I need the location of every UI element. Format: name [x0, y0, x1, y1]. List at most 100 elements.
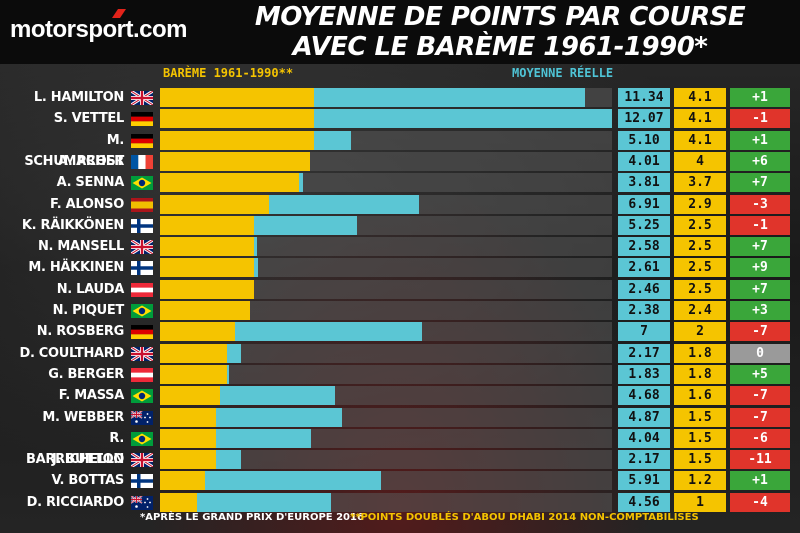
bar-track [160, 237, 612, 257]
rank-change-badge: 0 [730, 343, 790, 363]
flag-br-icon [131, 176, 153, 191]
table-row: M. WEBBER 4.87 1.5 -7 [0, 407, 800, 428]
flag-de-icon [131, 325, 153, 340]
rank-change-badge: +7 [730, 237, 790, 257]
value-moyenne-reelle: 2.46 [618, 279, 670, 299]
bar-bareme [160, 343, 228, 363]
value-moyenne-reelle: 4.56 [618, 492, 670, 512]
value-bareme: 1.5 [674, 450, 726, 470]
value-bareme: 2.5 [674, 237, 726, 257]
value-moyenne-reelle: 4.87 [618, 407, 670, 427]
logo-swoosh-icon [112, 9, 126, 18]
bar-bareme [160, 109, 314, 129]
bar-bareme [160, 151, 310, 171]
rank-change-badge: -1 [730, 215, 790, 235]
value-bareme: 2.5 [674, 215, 726, 235]
rank-change-badge: -6 [730, 428, 790, 448]
flag-at-icon [131, 367, 153, 382]
bar-track [160, 173, 612, 193]
flag-au-icon [130, 409, 153, 425]
driver-name: N. LAUDA [56, 281, 125, 297]
rank-change-badge: +1 [730, 130, 790, 150]
rank-change-badge: +7 [730, 279, 790, 299]
table-row: D. COULTHARD 2.17 1.8 0 [0, 343, 800, 364]
value-moyenne-reelle: 4.68 [618, 386, 670, 406]
value-bareme: 2.5 [674, 258, 726, 278]
table-row: N. MANSELL 2.58 2.5 +7 [0, 236, 800, 257]
value-moyenne-reelle: 4.01 [618, 151, 670, 171]
value-moyenne-reelle: 2.17 [618, 343, 670, 363]
bar-track [160, 109, 612, 129]
driver-name: G. BERGER [48, 366, 124, 382]
bar-track [160, 322, 612, 342]
table-row: A. PROST 4.01 4 +6 [0, 151, 800, 172]
bar-track [160, 151, 612, 171]
bar-track [160, 301, 612, 320]
flag-br-icon [131, 431, 153, 446]
flag-gb-icon [130, 345, 154, 362]
flag-au-icon [130, 495, 153, 510]
driver-name: N. ROSBERG [36, 324, 125, 340]
bar-track [160, 215, 612, 235]
value-moyenne-reelle: 3.81 [618, 173, 670, 193]
bar-bareme [160, 301, 250, 320]
value-moyenne-reelle: 1.83 [618, 364, 670, 384]
rank-change-badge: +6 [730, 151, 790, 171]
value-bareme: 1.6 [674, 386, 726, 406]
table-row: F. MASSA 4.68 1.6 -7 [0, 385, 800, 406]
flag-gb-icon [130, 451, 154, 469]
bar-bareme [160, 130, 314, 150]
flag-de-icon [131, 133, 153, 148]
flag-gb-icon [130, 89, 154, 107]
driver-name: A. PROST [57, 153, 124, 169]
value-bareme: 1.8 [674, 343, 726, 363]
rank-change-badge: -4 [730, 492, 790, 512]
bar-track [160, 343, 612, 363]
value-bareme: 2.5 [674, 279, 726, 299]
table-row: N. PIQUET 2.38 2.4 +3 [0, 300, 800, 321]
rank-change-badge: -3 [730, 194, 790, 214]
value-moyenne-reelle: 2.61 [618, 258, 670, 278]
flag-de-icon [131, 112, 153, 127]
table-row: G. BERGER 1.83 1.8 +5 [0, 364, 800, 385]
value-bareme: 2.4 [674, 301, 726, 320]
bar-track [160, 279, 612, 299]
driver-name: M. WEBBER [42, 409, 124, 425]
rank-change-badge: -1 [730, 109, 790, 129]
value-moyenne-reelle: 5.25 [618, 215, 670, 235]
rank-change-badge: -11 [730, 450, 790, 470]
legend-moyenne-reelle: MOYENNE RÉELLE [512, 66, 614, 80]
table-row: R. BARRICHELLO 4.04 1.5 -6 [0, 428, 800, 467]
driver-name: S. VETTEL [53, 111, 125, 127]
table-row: N. LAUDA 2.46 2.5 +7 [0, 279, 800, 300]
rank-change-badge: -7 [730, 407, 790, 427]
rank-change-badge: +1 [730, 471, 790, 491]
flag-br-icon [131, 389, 153, 404]
value-bareme: 4.1 [674, 109, 726, 129]
driver-name: M. SCHUMACHER [24, 132, 124, 169]
bar-bareme [160, 173, 299, 193]
bar-bareme [160, 88, 314, 107]
table-row: N. ROSBERG 7 2 -7 [0, 321, 800, 342]
table-row: J. BUTTON 2.17 1.5 -11 [0, 449, 800, 470]
bar-track [160, 194, 612, 214]
bar-bareme [160, 237, 254, 257]
rank-change-badge: +7 [730, 173, 790, 193]
value-bareme: 2 [674, 322, 726, 342]
value-bareme: 1.8 [674, 364, 726, 384]
flag-fr-icon [131, 154, 153, 169]
bar-track [160, 130, 612, 150]
value-moyenne-reelle: 7 [618, 322, 670, 342]
header: motorsport.com Moyenne de points par cou… [0, 0, 800, 64]
value-moyenne-reelle: 5.10 [618, 130, 670, 150]
value-moyenne-reelle: 5.91 [618, 471, 670, 491]
driver-name: J. BUTTON [51, 452, 124, 468]
bar-track [160, 492, 612, 512]
bar-track [160, 258, 612, 278]
bar-bareme [160, 364, 228, 384]
table-row: M. HÄKKINEN 2.61 2.5 +9 [0, 257, 800, 278]
bar-bareme [160, 258, 254, 278]
bar-track [160, 428, 612, 448]
value-bareme: 4.1 [674, 130, 726, 150]
driver-name: L. HAMILTON [33, 90, 124, 105]
